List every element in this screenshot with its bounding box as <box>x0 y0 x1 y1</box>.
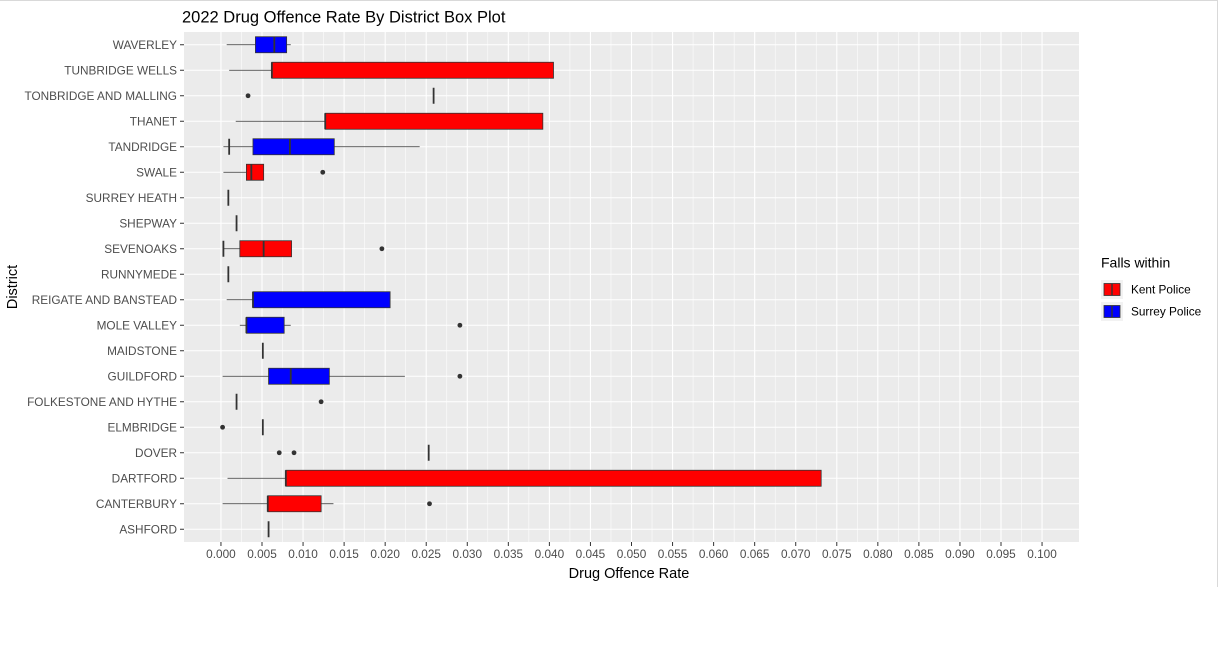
y-tick-label: DARTFORD <box>112 471 177 485</box>
outlier-point <box>220 424 225 430</box>
y-tick-label: SWALE <box>136 165 177 179</box>
box <box>285 469 822 487</box>
legend-items: Kent Police Surrey Police <box>1101 280 1202 321</box>
legend-label: Surrey Police <box>1131 305 1202 319</box>
box-group <box>245 87 435 104</box>
x-tick-label: 0.025 <box>411 547 441 561</box>
chart-title: 2022 Drug Offence Rate By District Box P… <box>182 9 506 27</box>
y-tick-label: DOVER <box>135 446 177 460</box>
x-tick-label: 0.075 <box>822 547 852 561</box>
x-tick-label: 0.040 <box>535 547 565 561</box>
x-tick-label: 0.015 <box>329 547 359 561</box>
grid-lines <box>184 32 1079 542</box>
y-tick-label: SURREY HEATH <box>86 191 177 205</box>
box <box>271 61 554 79</box>
box-group <box>226 36 291 54</box>
plot-frame <box>0 0 1218 587</box>
x-tick-label: 0.035 <box>494 547 524 561</box>
y-tick-label: TANDRIDGE <box>108 140 177 154</box>
box <box>255 36 288 54</box>
y-tick-label: THANET <box>130 114 177 128</box>
x-tick-label: 0.065 <box>740 547 770 561</box>
outlier-point <box>457 322 463 328</box>
box <box>239 240 292 258</box>
box-group <box>222 495 432 513</box>
box <box>246 163 265 181</box>
x-tick-label: 0.085 <box>904 547 934 561</box>
box-group <box>229 61 554 79</box>
box-group <box>276 444 430 461</box>
legend-title: Falls within <box>1101 255 1170 271</box>
y-axis-title: District <box>5 265 21 309</box>
box <box>246 316 285 334</box>
outlier-point <box>379 246 385 252</box>
x-tick-label: 0.100 <box>1027 547 1057 561</box>
box <box>324 112 544 130</box>
legend-label: Kent Police <box>1131 283 1191 297</box>
y-tick-label: TUNBRIDGE WELLS <box>64 63 177 77</box>
x-tick-label: 0.010 <box>288 547 318 561</box>
y-axis: WAVERLEY TUNBRIDGE WELLS TONBRIDGE AND MAL… <box>24 38 184 536</box>
box-group <box>227 469 822 487</box>
y-tick-label: REIGATE AND BANSTEAD <box>32 293 177 307</box>
box-group <box>235 393 324 410</box>
box-group <box>223 163 326 181</box>
y-tick-label: RUNNYMEDE <box>101 267 177 281</box>
y-tick-label: WAVERLEY <box>113 38 177 52</box>
box-layer <box>220 36 822 538</box>
box-group <box>220 419 264 436</box>
outlier-point <box>291 450 297 456</box>
x-axis: 0.000 0.005 0.010 0.015 0.020 0.025 0.030 0.035… <box>206 542 1057 561</box>
y-tick-label: SEVENOAKS <box>104 242 177 256</box>
x-tick-label: 0.045 <box>576 547 606 561</box>
outlier-point <box>457 373 463 379</box>
outlier-point <box>245 93 251 99</box>
y-tick-label: FOLKESTONE AND HYTHE <box>27 395 177 409</box>
outlier-point <box>318 399 324 405</box>
box-group <box>235 112 544 130</box>
box-group <box>226 291 391 309</box>
x-tick-label: 0.005 <box>247 547 277 561</box>
box <box>267 495 322 513</box>
box <box>252 291 391 309</box>
y-tick-label: TONBRIDGE AND MALLING <box>24 89 177 103</box>
x-tick-label: 0.070 <box>781 547 811 561</box>
x-tick-label: 0.020 <box>370 547 400 561</box>
x-tick-label: 0.060 <box>699 547 729 561</box>
box <box>268 367 330 385</box>
y-tick-label: GUILDFORD <box>108 369 177 383</box>
y-tick-label: MOLE VALLEY <box>97 318 178 332</box>
x-tick-label: 0.095 <box>986 547 1016 561</box>
y-tick-label: CANTERBURY <box>96 497 177 511</box>
x-tick-label: 0.055 <box>658 547 688 561</box>
outlier-point <box>320 169 326 175</box>
outlier-point <box>276 450 282 456</box>
x-tick-label: 0.000 <box>206 547 236 561</box>
x-tick-label: 0.090 <box>945 547 975 561</box>
y-tick-label: SHEPWAY <box>119 216 177 230</box>
box <box>252 138 335 156</box>
box-group <box>222 367 463 385</box>
box-group <box>239 316 463 334</box>
outlier-point <box>427 501 432 507</box>
x-tick-label: 0.080 <box>863 547 893 561</box>
legend: Falls within Kent Police Surrey Police <box>1101 255 1202 321</box>
y-tick-label: ELMBRIDGE <box>108 420 178 434</box>
x-tick-label: 0.050 <box>617 547 647 561</box>
y-tick-label: ASHFORD <box>119 522 177 536</box>
y-tick-label: MAIDSTONE <box>107 344 177 358</box>
x-tick-label: 0.030 <box>453 547 483 561</box>
box-group <box>222 240 385 258</box>
x-axis-title: Drug Offence Rate <box>569 566 690 582</box>
